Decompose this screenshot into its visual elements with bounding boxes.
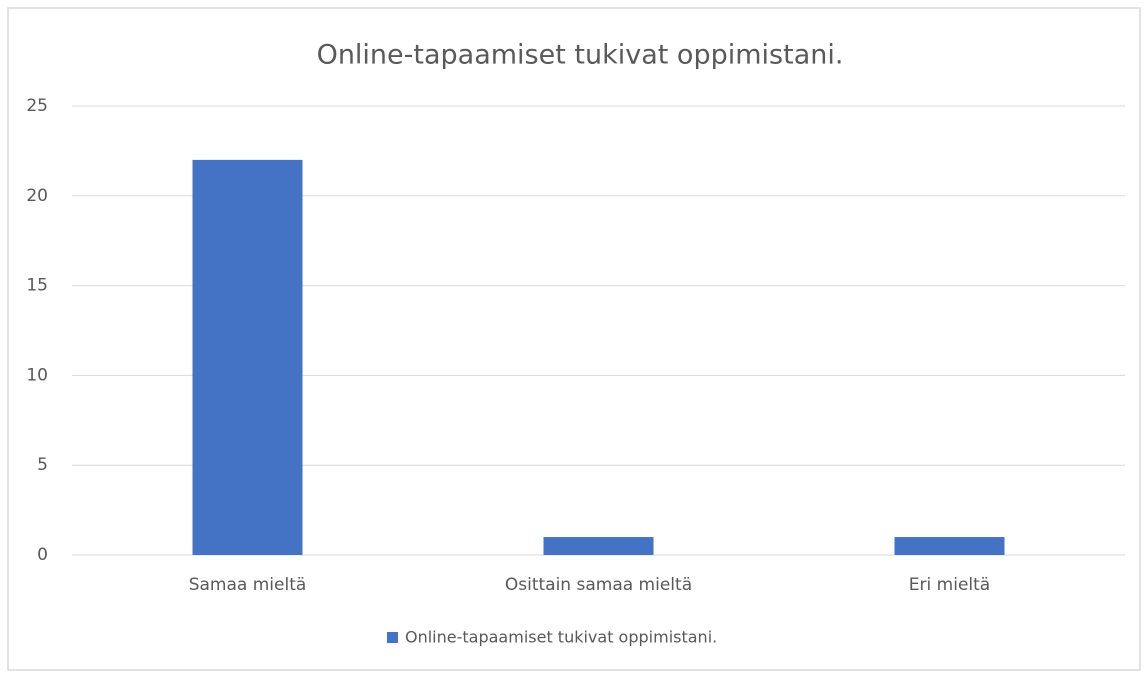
y-tick-label: 5 xyxy=(37,455,48,475)
y-tick-label: 25 xyxy=(26,96,48,116)
y-tick-label: 10 xyxy=(26,365,48,385)
legend-label: Online-tapaamiset tukivat oppimistani. xyxy=(405,628,717,647)
bar xyxy=(894,537,1005,555)
bar xyxy=(543,537,654,555)
x-tick-label: Samaa mieltä xyxy=(189,575,307,595)
x-tick-label: Osittain samaa mieltä xyxy=(505,575,692,595)
y-tick-label: 15 xyxy=(26,276,48,296)
y-tick-label: 0 xyxy=(37,545,48,565)
legend-swatch xyxy=(387,632,398,643)
chart-title: Online-tapaamiset tukivat oppimistani. xyxy=(317,40,844,71)
y-tick-label: 20 xyxy=(26,186,48,206)
chart-frame xyxy=(7,7,1141,671)
x-tick-label: Eri mieltä xyxy=(909,575,990,595)
bar xyxy=(192,159,303,555)
